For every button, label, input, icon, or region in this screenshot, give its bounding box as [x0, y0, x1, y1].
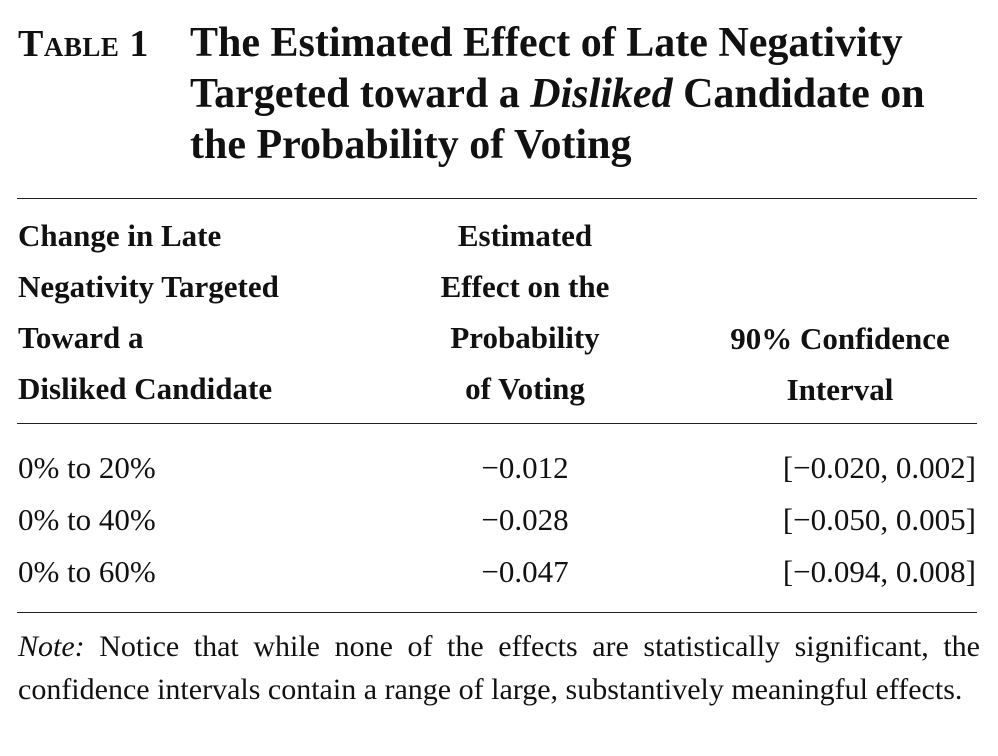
header-line: Estimated	[457, 218, 593, 253]
cell-change: 0% to 40%	[18, 502, 156, 537]
header-line: Probability	[450, 320, 600, 355]
column-header-ci: 90% Confidence Interval	[690, 313, 990, 415]
title-part-2: Candidate on the Probability of Voting	[190, 71, 925, 168]
header-line: 90% Confidence	[730, 321, 950, 356]
header-line: Change in Late	[18, 218, 222, 253]
column-header-change: Change in Late Negativity Targeted Towar…	[18, 210, 378, 414]
header-line: Interval	[786, 372, 894, 407]
table-number: Table 1	[18, 23, 149, 65]
header-rule	[17, 423, 977, 424]
header-line: Disliked Candidate	[18, 371, 273, 406]
cell-change: 0% to 60%	[18, 554, 156, 589]
top-rule	[17, 198, 977, 199]
bottom-rule	[17, 612, 977, 613]
cell-effect: −0.012	[481, 450, 569, 485]
header-line: of Voting	[465, 371, 585, 406]
table-note: Note: Notice that while none of the effe…	[18, 625, 980, 711]
column-header-effect: Estimated Effect on the Probability of V…	[405, 210, 645, 414]
cell-effect: −0.028	[481, 502, 569, 537]
note-label: Note:	[18, 630, 85, 663]
table-row: 0% to 60% −0.047 [−0.094, 0.008]	[0, 546, 998, 598]
header-line: Negativity Targeted	[18, 269, 279, 304]
note-text: Notice that while none of the effects ar…	[18, 630, 980, 706]
table-row: 0% to 20% −0.012 [−0.020, 0.002]	[0, 442, 998, 494]
cell-ci: [−0.020, 0.002]	[782, 450, 976, 485]
table-title: The Estimated Effect of Late Negativity …	[190, 18, 990, 171]
cell-ci: [−0.094, 0.008]	[782, 554, 976, 589]
title-part-1: The Estimated Effect of Late Negativity …	[190, 20, 903, 117]
header-line: Effect on the	[440, 269, 610, 304]
cell-ci: [−0.050, 0.005]	[782, 502, 976, 537]
header-line: Toward a	[18, 320, 144, 355]
table-row: 0% to 40% −0.028 [−0.050, 0.005]	[0, 494, 998, 546]
title-italic-word: Disliked	[530, 71, 673, 117]
cell-change: 0% to 20%	[18, 450, 156, 485]
cell-effect: −0.047	[481, 554, 569, 589]
